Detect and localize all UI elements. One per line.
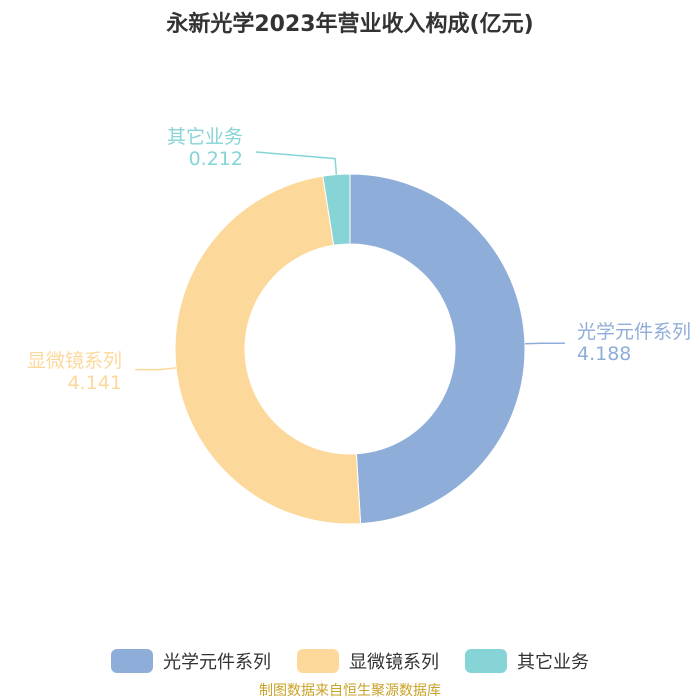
legend-item-1[interactable]: 显微镜系列 [297, 648, 439, 674]
chart-title: 永新光学2023年营业收入构成(亿元) [166, 12, 534, 37]
slice-value-2: 0.212 [189, 148, 243, 170]
legend-label: 其它业务 [517, 652, 589, 673]
legend-swatch [465, 649, 507, 673]
slice-label-0: 光学元件系列 [577, 321, 691, 343]
legend-swatch [297, 649, 339, 673]
leader-line-2 [255, 151, 338, 175]
slice-label-2: 其它业务 [167, 126, 243, 148]
source-note: 制图数据来自恒生聚源数据库 [259, 683, 441, 699]
slice-2[interactable] [322, 173, 351, 246]
legend-label: 光学元件系列 [163, 652, 271, 673]
slice-label-1: 显微镜系列 [27, 350, 122, 372]
legend-item-0[interactable]: 光学元件系列 [111, 648, 271, 674]
leaders-layer [135, 151, 565, 371]
slices-layer [174, 173, 526, 525]
leader-line-1 [135, 367, 177, 371]
slice-0[interactable] [349, 173, 526, 525]
legend-swatch [111, 649, 153, 673]
legend-item-2[interactable]: 其它业务 [465, 648, 589, 674]
slice-value-0: 4.188 [577, 343, 631, 365]
slice-value-1: 4.141 [68, 372, 122, 394]
slice-1[interactable] [174, 175, 362, 525]
legend-label: 显微镜系列 [349, 652, 439, 673]
legend: 光学元件系列 显微镜系列 其它业务 [0, 646, 700, 676]
